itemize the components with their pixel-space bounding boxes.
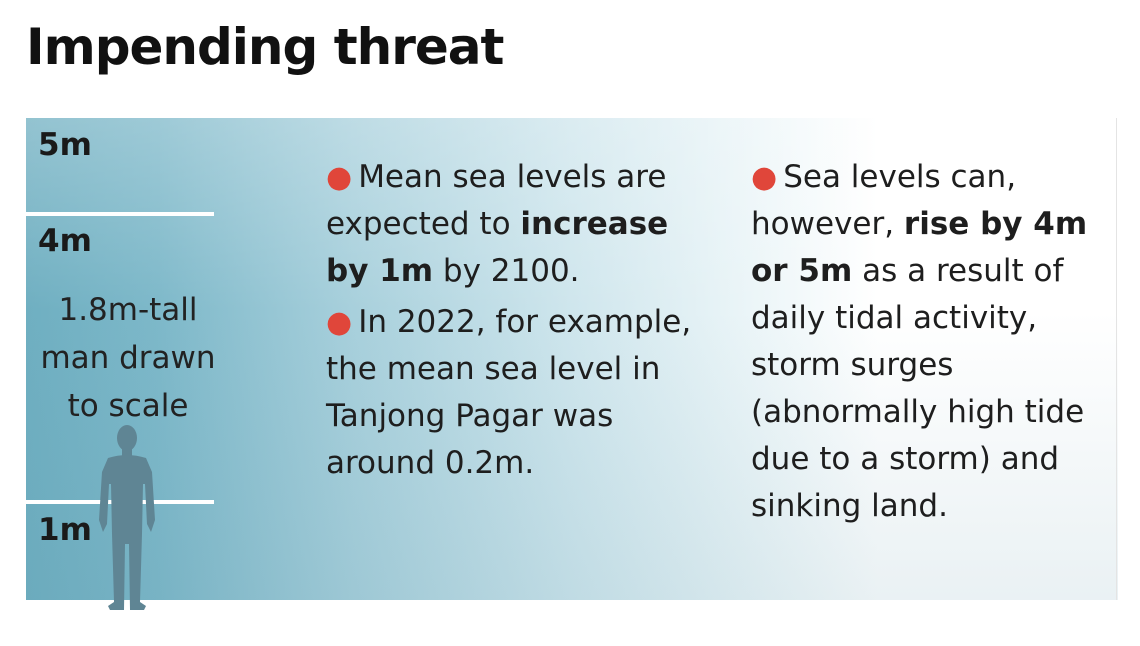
water-level-background <box>26 118 1118 600</box>
page-title: Impending threat <box>26 18 504 76</box>
right-b1-post: as a result of daily tidal activity, sto… <box>751 253 1085 524</box>
right-b1-pre: Sea levels can, however, <box>751 159 1017 242</box>
bullet-dot-icon: ● <box>326 160 353 195</box>
middle-bullet-1: ● Mean sea levels are expected to increas… <box>326 154 706 295</box>
man-label-line-3: to scale <box>67 388 189 424</box>
middle-b1-pre: Mean sea levels are expected to <box>326 159 667 242</box>
level-line-4m <box>26 212 214 216</box>
level-label-5m: 5m <box>38 127 92 163</box>
man-label-line-2: man drawn <box>40 340 216 376</box>
right-bullet-1: ● Sea levels can, however, rise by 4m or … <box>751 154 1101 530</box>
level-label-1m: 1m <box>38 512 92 548</box>
middle-bullet-2: ● In 2022, for example, the mean sea leve… <box>326 299 706 487</box>
bullet-dot-icon: ● <box>751 160 778 195</box>
right-text-column: ● Sea levels can, however, rise by 4m or … <box>751 154 1101 530</box>
bullet-dot-icon: ● <box>326 305 353 340</box>
man-scale-label: 1.8m-tall man drawn to scale <box>28 286 228 430</box>
level-label-4m: 4m <box>38 223 92 259</box>
man-label-line-1: 1.8m-tall <box>58 292 198 328</box>
middle-b2-text: In 2022, for example, the mean sea level… <box>326 304 692 481</box>
middle-text-column: ● Mean sea levels are expected to increas… <box>326 154 706 487</box>
middle-b1-bold: increase by 1m <box>326 206 669 289</box>
middle-b1-post: by 2100. <box>433 253 580 289</box>
right-b1-bold: rise by 4m or 5m <box>751 206 1088 289</box>
panel-edge <box>1116 118 1117 600</box>
human-silhouette-icon <box>99 425 155 610</box>
